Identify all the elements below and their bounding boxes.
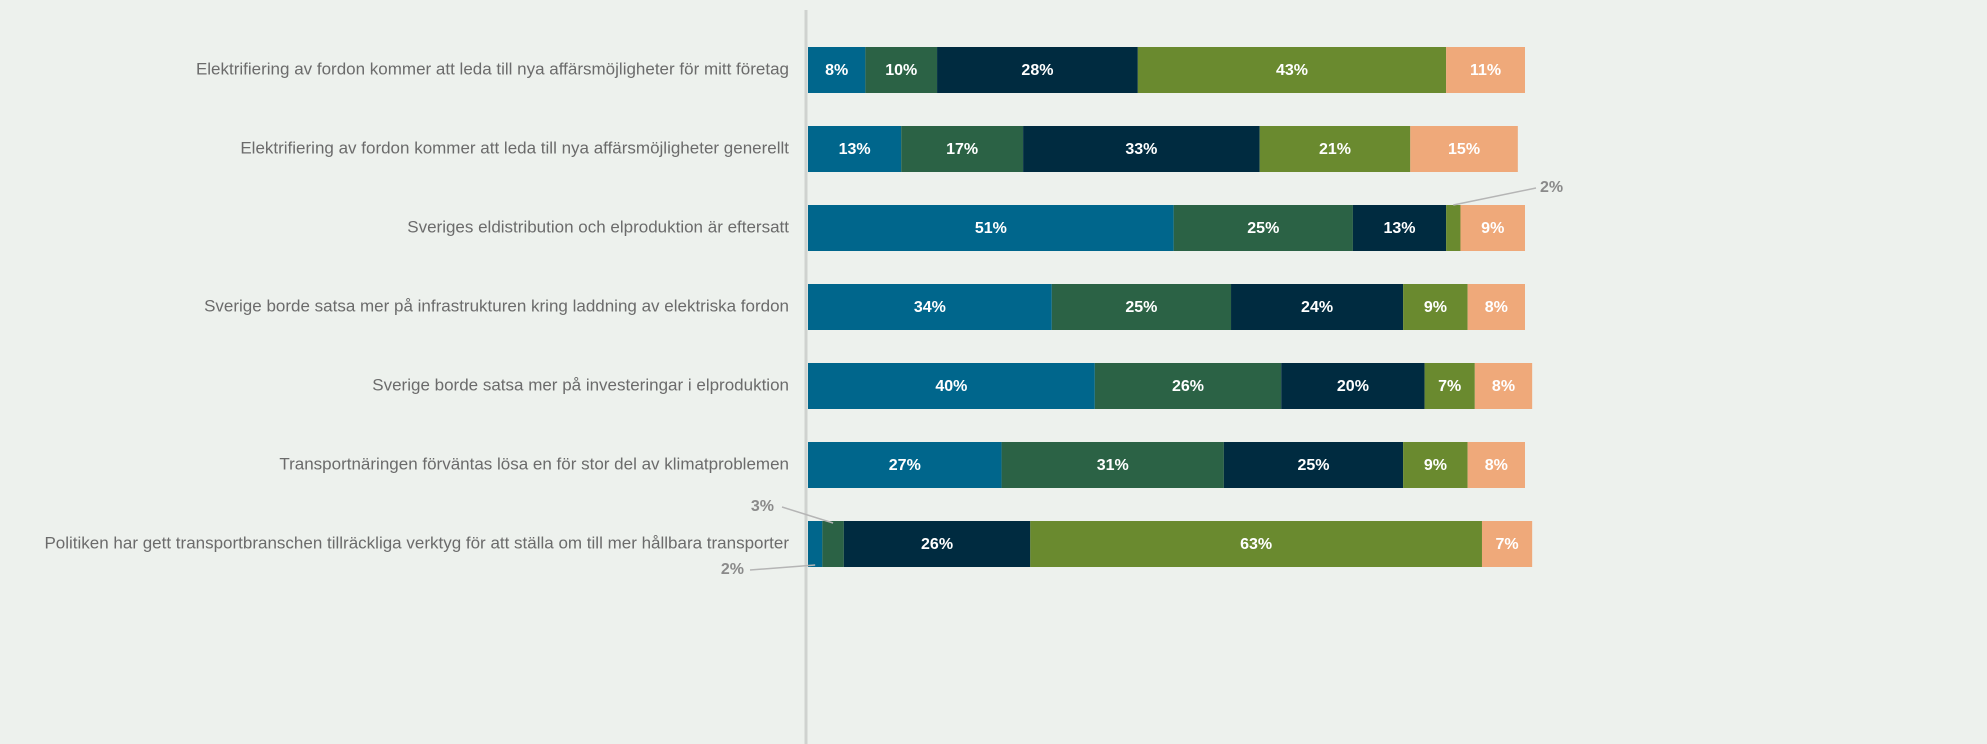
value-label: 9% xyxy=(1424,457,1447,474)
value-label: 31% xyxy=(1097,457,1129,474)
bar-segment xyxy=(1030,521,1482,567)
value-label: 8% xyxy=(1492,378,1515,395)
value-label: 7% xyxy=(1438,378,1461,395)
value-label: 25% xyxy=(1297,457,1329,474)
bar-segment xyxy=(822,521,844,567)
category-label: Sveriges eldistribution och elproduktion… xyxy=(407,217,789,236)
bar-segment xyxy=(808,363,1095,409)
value-label: 24% xyxy=(1301,299,1333,316)
bar-segment xyxy=(1410,126,1518,172)
category-label: Elektrifiering av fordon kommer att leda… xyxy=(196,59,789,78)
category-label: Sverige borde satsa mer på infrastruktur… xyxy=(204,296,789,315)
bar-segment xyxy=(901,126,1024,172)
value-label: 3% xyxy=(751,498,774,515)
bar-segment xyxy=(843,521,1031,567)
value-label: 9% xyxy=(1424,299,1447,316)
bar-segment xyxy=(1231,284,1404,330)
value-label: 17% xyxy=(946,141,978,158)
value-label: 40% xyxy=(935,378,967,395)
bar-segment xyxy=(1023,126,1260,172)
bar-segment xyxy=(937,47,1138,93)
leader-line xyxy=(781,506,834,524)
value-label: 43% xyxy=(1276,62,1308,79)
value-label: 2% xyxy=(1540,179,1563,196)
bar-segment xyxy=(808,284,1052,330)
bar-segment xyxy=(1173,205,1353,251)
value-label: 15% xyxy=(1448,141,1480,158)
bar-segment xyxy=(808,521,823,567)
bar-segment xyxy=(1051,284,1232,330)
category-label: Transportnäringen förväntas lösa en för … xyxy=(279,454,789,473)
leader-line xyxy=(749,564,816,571)
bar-segment xyxy=(1460,205,1525,251)
bar-segment xyxy=(1424,363,1475,409)
value-label: 8% xyxy=(825,62,848,79)
value-label: 27% xyxy=(889,457,921,474)
bar-segment xyxy=(865,47,938,93)
leader-line xyxy=(1453,187,1537,206)
value-label: 8% xyxy=(1485,299,1508,316)
value-label: 10% xyxy=(885,62,917,79)
value-label: 13% xyxy=(839,141,871,158)
bar-segment xyxy=(1446,205,1461,251)
value-label: 13% xyxy=(1384,220,1416,237)
bar-segment xyxy=(808,205,1174,251)
value-label: 25% xyxy=(1125,299,1157,316)
value-label: 2% xyxy=(721,561,744,578)
value-label: 26% xyxy=(1172,378,1204,395)
value-label: 63% xyxy=(1240,536,1272,553)
bar-segment xyxy=(1223,442,1404,488)
bar-segment xyxy=(1481,521,1533,567)
value-label: 7% xyxy=(1496,536,1519,553)
value-label: 11% xyxy=(1470,62,1501,79)
bar-segment xyxy=(1352,205,1447,251)
category-label: Elektrifiering av fordon kommer att leda… xyxy=(240,138,789,157)
value-label: 8% xyxy=(1485,457,1508,474)
bar-segment xyxy=(1094,363,1282,409)
bar-segment xyxy=(1474,363,1533,409)
bar-segment xyxy=(808,126,902,172)
bar-segment xyxy=(1403,442,1468,488)
bar-segment xyxy=(1467,442,1525,488)
bar-segment xyxy=(808,442,1002,488)
category-label: Politiken har gett transportbranschen ti… xyxy=(44,533,789,552)
bar-segment xyxy=(1137,47,1447,93)
value-label: 33% xyxy=(1125,141,1157,158)
value-label: 34% xyxy=(914,299,946,316)
bar-segment xyxy=(1259,126,1411,172)
value-label: 21% xyxy=(1319,141,1351,158)
value-label: 28% xyxy=(1021,62,1053,79)
value-label: 20% xyxy=(1337,378,1369,395)
bar-segment xyxy=(808,47,866,93)
bar-segment xyxy=(1467,284,1525,330)
value-label: 9% xyxy=(1481,220,1504,237)
bar-segment xyxy=(1001,442,1224,488)
bar-segment xyxy=(1403,284,1468,330)
bar-segment xyxy=(1446,47,1525,93)
value-label: 51% xyxy=(975,220,1007,237)
value-label: 26% xyxy=(921,536,953,553)
category-label: Sverige borde satsa mer på investeringar… xyxy=(372,375,789,394)
value-label: 25% xyxy=(1247,220,1279,237)
bar-segment xyxy=(1281,363,1425,409)
